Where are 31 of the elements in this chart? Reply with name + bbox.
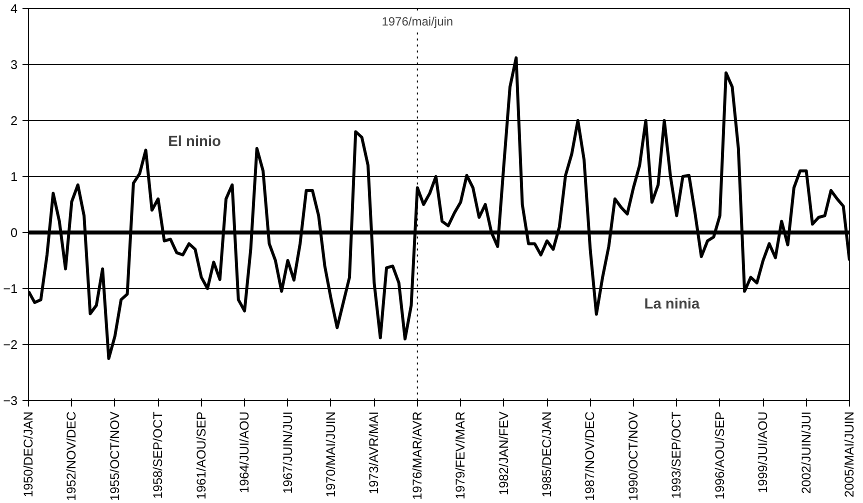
- y-tick-label: 1: [10, 170, 18, 184]
- x-tick-label: 1967/JUIN/JUI: [280, 412, 295, 494]
- annotation: La ninia: [644, 296, 700, 312]
- x-tick-label: 2002/JUIN/JUI: [799, 412, 814, 494]
- x-tick-label: 1996/AOU/SEP: [712, 411, 727, 500]
- x-tick-label: 1973/AVR/MAI: [367, 411, 382, 494]
- x-tick-label: 1993/SEP/OCT: [670, 411, 684, 499]
- y-tick-label: −1: [3, 282, 18, 296]
- x-tick-label: 1987/NOV/DEC: [583, 411, 598, 501]
- y-tick-label: 0: [10, 226, 18, 240]
- annotation: El ninio: [168, 134, 222, 150]
- x-tick-label: 1961/AOU/SEP: [194, 411, 208, 500]
- x-tick-label: 1999/JUI/AOU: [756, 411, 770, 494]
- ref-line-label: 1976/mai/juin: [382, 14, 454, 28]
- x-tick-label: 1982/JAN/FEV: [496, 410, 511, 496]
- y-tick-label: 2: [10, 114, 18, 128]
- x-tick-label: 1990/OCT/NOV: [626, 410, 640, 501]
- x-tick-label: 1979/FEV/MAR: [454, 411, 468, 500]
- x-tick-label: 1985/DEC/JAN: [540, 411, 554, 498]
- y-tick-label: 3: [10, 58, 18, 72]
- x-tick-label: 2005/MAI/JUIN: [842, 411, 856, 498]
- x-tick-label: 1952/NOV/DEC: [64, 411, 79, 501]
- x-tick-label: 1955/OCT/NOV: [108, 410, 122, 501]
- y-tick-label: −2: [3, 338, 18, 352]
- x-tick-label: 1976/MAR/AVR: [410, 411, 424, 500]
- y-tick-label: −3: [3, 394, 18, 408]
- x-tick-label: 1950/DEC/JAN: [22, 411, 36, 498]
- x-tick-label: 1970/MAI/JUIN: [324, 411, 338, 498]
- y-tick-label: 4: [10, 2, 18, 16]
- x-tick-label: 1964/JUI/AOU: [238, 411, 252, 494]
- x-tick-label: 1958/SEP/OCT: [151, 411, 166, 499]
